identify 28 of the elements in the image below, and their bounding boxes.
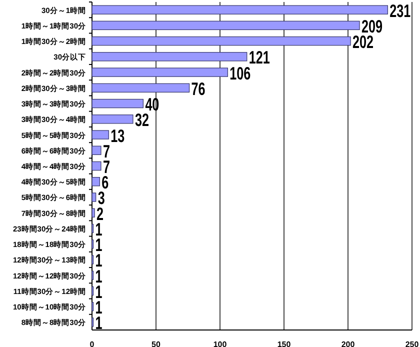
bar xyxy=(92,146,102,155)
x-tick-label: 100 xyxy=(213,340,228,347)
data-label: 32 xyxy=(134,111,150,131)
bar xyxy=(92,161,102,171)
bar xyxy=(92,208,95,218)
data-label: 106 xyxy=(230,64,251,84)
data-label: 1 xyxy=(95,314,103,334)
bar xyxy=(92,130,109,140)
bar xyxy=(92,36,351,46)
data-label: 202 xyxy=(352,32,374,53)
x-tick-label: 250 xyxy=(405,340,420,347)
bar xyxy=(92,192,96,202)
x-tick-label: 200 xyxy=(341,340,356,347)
bar xyxy=(92,68,228,77)
bar xyxy=(92,52,248,62)
data-label: 76 xyxy=(191,80,206,100)
x-tick-label: 0 xyxy=(90,340,95,347)
data-label: 121 xyxy=(248,48,270,68)
data-label: 231 xyxy=(390,2,411,22)
bar xyxy=(92,5,388,14)
x-tick-label: 50 xyxy=(152,340,161,347)
bar xyxy=(92,83,190,92)
bar xyxy=(92,177,100,186)
bar xyxy=(92,98,144,108)
bar xyxy=(92,114,134,124)
bar xyxy=(92,20,360,30)
data-label: 13 xyxy=(110,126,125,146)
x-tick-label: 150 xyxy=(277,340,292,347)
